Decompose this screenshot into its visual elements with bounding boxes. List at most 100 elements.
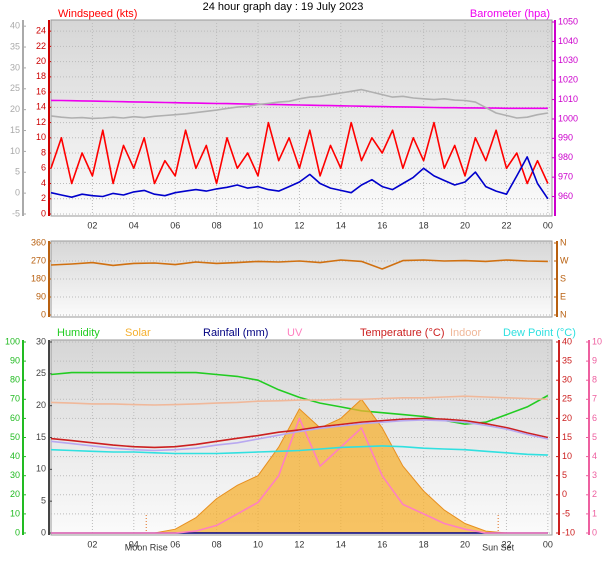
legend-label: UV — [287, 327, 303, 339]
x-tick-label: 06 — [170, 539, 180, 549]
legend-label: Dew Point (°C) — [503, 327, 576, 339]
annotation-label: Moon Rise — [125, 542, 168, 552]
legend-label: Solar — [125, 327, 151, 339]
series-line — [50, 371, 549, 425]
x-tick-label: 04 — [129, 539, 139, 549]
x-tick-label: 22 — [501, 220, 511, 230]
y-tick-label: 0 — [15, 188, 20, 198]
y-tick-label: 15 — [10, 125, 20, 135]
y-tick-label: 0 — [592, 527, 597, 537]
y-tick-label: 7 — [592, 394, 597, 404]
legend-label: Temperature (°C) — [360, 327, 444, 339]
x-tick-label: 20 — [460, 220, 470, 230]
y-tick-label: 20 — [562, 413, 572, 423]
y-tick-label: 18 — [36, 71, 46, 81]
y-tick-label: 8 — [592, 375, 597, 385]
y-tick-label: 25 — [36, 368, 46, 378]
y-tick-label: 6 — [592, 413, 597, 423]
legend-label: Indoor — [450, 327, 482, 339]
y-tick-label: 3 — [592, 470, 597, 480]
legend-label: Windspeed (kts) — [58, 8, 137, 20]
y-tick-label: 12 — [36, 117, 46, 127]
y-tick-label: 360 — [31, 237, 46, 247]
y-tick-label: 4 — [592, 451, 597, 461]
y-tick-label: 5 — [41, 496, 46, 506]
x-tick-label: 16 — [377, 539, 387, 549]
y-tick-label: 40 — [562, 336, 572, 346]
x-tick-label: 14 — [336, 539, 346, 549]
y-tick-label: 20 — [36, 400, 46, 410]
series-line — [50, 445, 548, 456]
y-tick-label: -10 — [562, 527, 575, 537]
x-tick-label: 16 — [377, 220, 387, 230]
y-tick-label: 10 — [36, 464, 46, 474]
y-tick-label: 8 — [41, 147, 46, 157]
y-tick-label: 30 — [10, 470, 20, 480]
series-line — [50, 156, 549, 200]
y-tick-label: 35 — [562, 355, 572, 365]
x-tick-label: 20 — [460, 539, 470, 549]
y-tick-label: 0 — [41, 309, 46, 319]
y-tick-label: 90 — [10, 355, 20, 365]
y-tick-label: 20 — [36, 56, 46, 66]
y-tick-label: 180 — [31, 273, 46, 283]
y-tick-label: 5 — [592, 432, 597, 442]
y-tick-label: N — [560, 237, 567, 247]
y-tick-label: 20 — [10, 104, 20, 114]
y-tick-label: 30 — [36, 336, 46, 346]
y-tick-label: 90 — [36, 291, 46, 301]
y-tick-label: 1 — [592, 508, 597, 518]
y-tick-label: 24 — [36, 26, 46, 36]
y-tick-label: 16 — [36, 86, 46, 96]
y-tick-label: 15 — [36, 432, 46, 442]
y-tick-label: 35 — [10, 41, 20, 51]
y-tick-label: 30 — [562, 375, 572, 385]
y-tick-label: 50 — [10, 432, 20, 442]
series-line — [50, 88, 549, 120]
y-tick-label: 2 — [592, 489, 597, 499]
y-tick-label: 10 — [10, 146, 20, 156]
y-tick-label: 1000 — [558, 113, 578, 123]
x-tick-label: 12 — [294, 539, 304, 549]
x-tick-label: 08 — [212, 539, 222, 549]
y-tick-label: 22 — [36, 41, 46, 51]
y-tick-label: N — [560, 309, 567, 319]
y-tick-label: 6 — [41, 163, 46, 173]
x-tick-label: 06 — [170, 220, 180, 230]
y-tick-label: 15 — [562, 432, 572, 442]
y-tick-label: 60 — [10, 413, 20, 423]
y-tick-label: 70 — [10, 394, 20, 404]
legend-label: Barometer (hpa) — [470, 8, 550, 20]
series-line — [50, 259, 548, 270]
y-tick-label: 2 — [41, 193, 46, 203]
y-tick-label: 5 — [562, 470, 567, 480]
y-tick-label: 0 — [562, 489, 567, 499]
x-tick-label: 00 — [543, 539, 553, 549]
x-tick-label: 00 — [543, 220, 553, 230]
x-tick-label: 08 — [212, 220, 222, 230]
legend-label: Humidity — [57, 327, 100, 339]
y-tick-label: W — [560, 255, 569, 265]
chart-title: 24 hour graph day : 19 July 2023 — [203, 1, 364, 13]
y-tick-label: 1010 — [558, 94, 578, 104]
series-line — [50, 121, 549, 185]
y-tick-label: 270 — [31, 255, 46, 265]
y-tick-label: 9 — [592, 355, 597, 365]
series-line — [51, 417, 548, 534]
y-tick-label: 40 — [10, 21, 20, 31]
x-tick-label: 02 — [87, 539, 97, 549]
y-tick-label: 970 — [558, 172, 573, 182]
y-tick-label: 1030 — [558, 55, 578, 65]
y-tick-label: 20 — [10, 489, 20, 499]
x-tick-label: 02 — [87, 220, 97, 230]
y-tick-label: -5 — [562, 508, 570, 518]
x-tick-label: 10 — [253, 220, 263, 230]
series-line — [50, 417, 549, 449]
series-line — [50, 419, 549, 452]
y-tick-label: 4 — [41, 178, 46, 188]
x-tick-label: 10 — [253, 539, 263, 549]
annotation-label: Sun Set — [482, 542, 515, 552]
y-tick-label: E — [560, 291, 566, 301]
